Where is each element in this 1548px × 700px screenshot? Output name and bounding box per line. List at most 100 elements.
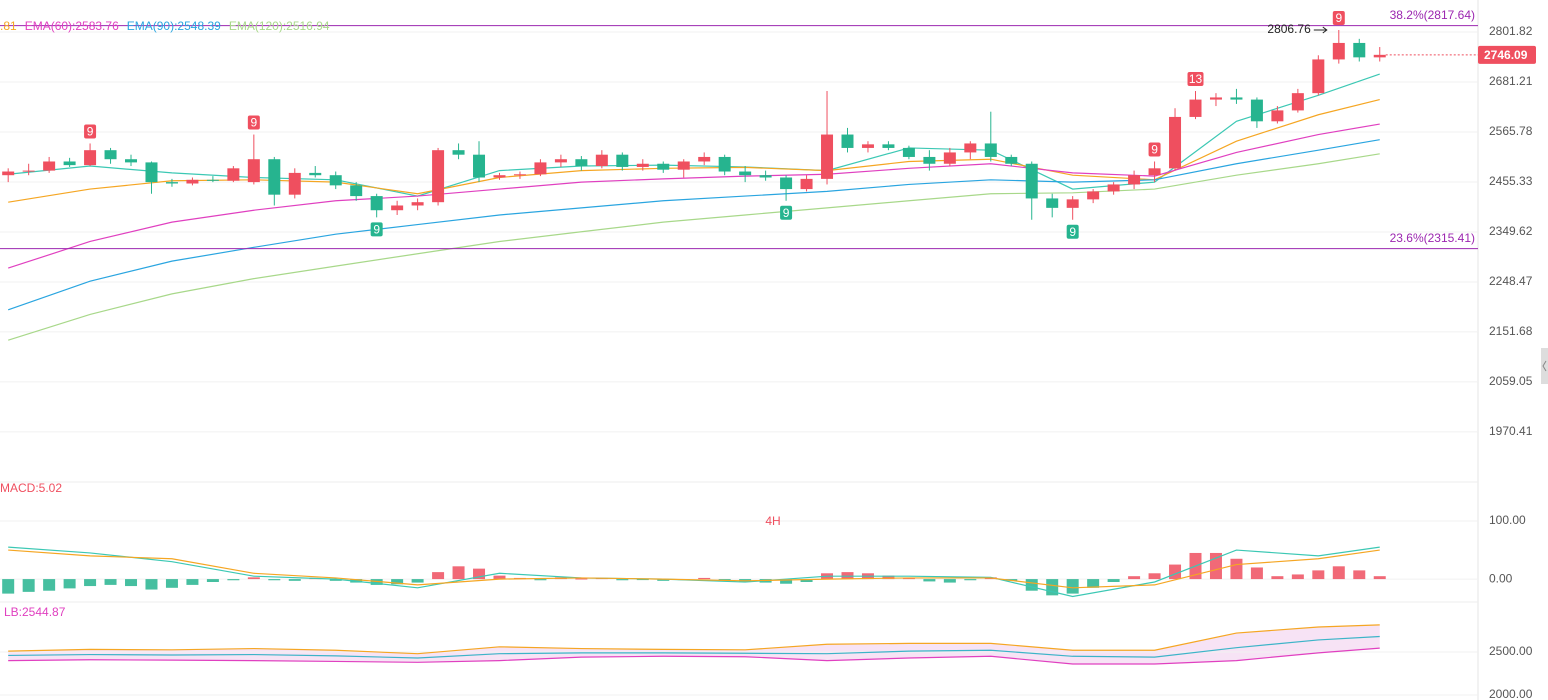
macd-bar [1148, 573, 1161, 580]
fib-label: 23.6%(2315.41) [1390, 231, 1475, 245]
candle-body [227, 168, 240, 181]
signal-badge [1148, 142, 1161, 157]
candle-body [677, 161, 690, 170]
macd-bar [1353, 570, 1366, 580]
macd-bar [493, 575, 506, 580]
candle-body [186, 179, 199, 184]
high-annotation: 2806.76 [1267, 22, 1311, 36]
signal-badge [1066, 224, 1079, 239]
candle-body [1046, 198, 1059, 208]
candle-body [104, 150, 117, 160]
candle-body [473, 154, 486, 178]
candle-body [780, 177, 793, 190]
macd-bar [2, 579, 15, 594]
candle-body [165, 182, 178, 184]
y-tick-label: 2565.78 [1489, 124, 1533, 138]
macd-bar [575, 578, 588, 580]
macd-bar [1087, 579, 1100, 588]
macd-bar [534, 579, 547, 581]
macd-bar [268, 579, 281, 581]
candle-body [698, 156, 711, 162]
y-tick-label: 100.00 [1489, 513, 1526, 527]
high-arrow [1313, 26, 1328, 34]
y-tick-label: 2801.82 [1489, 24, 1533, 38]
macd-bar [943, 579, 956, 583]
macd-bar [1373, 576, 1386, 580]
candle-body [493, 175, 506, 178]
y-tick-label: 1970.41 [1489, 424, 1533, 438]
indicator-line [8, 153, 1380, 341]
candle-body [268, 159, 281, 195]
candle-body [1128, 175, 1141, 185]
candle-body [125, 159, 138, 163]
signal-label: 9 [1069, 225, 1076, 239]
macd-bar [104, 579, 117, 585]
macd-bar [1025, 579, 1038, 591]
handle-arrow [1542, 360, 1547, 372]
candle-body [1169, 116, 1182, 169]
pane-label: LB:2544.87 [4, 605, 66, 619]
candle-body [513, 174, 526, 176]
macd-bar [22, 579, 35, 592]
macd-bar [432, 572, 445, 580]
signal-badge [1332, 11, 1345, 26]
candle-body [902, 147, 915, 157]
candle-body [288, 172, 301, 195]
macd-bar [964, 579, 977, 581]
candle-body [370, 196, 383, 211]
y-tick-label: 2500.00 [1489, 644, 1533, 658]
candle-body [329, 175, 342, 186]
signal-badge [1187, 72, 1204, 87]
candle-body [411, 202, 424, 206]
candle-body [1353, 42, 1366, 58]
indicator-line [8, 647, 1380, 665]
macd-bar [636, 579, 649, 581]
scroll-handle[interactable] [1541, 348, 1548, 384]
candle-body [206, 179, 219, 181]
signal-label: 9 [87, 125, 94, 139]
signal-label: 9 [1151, 143, 1158, 157]
legend-entry: EMA(60):2583.76 [25, 19, 119, 33]
candle-body [1291, 93, 1304, 111]
macd-bar [718, 579, 731, 581]
legend-entry: EMA(90):2548.39 [127, 19, 221, 33]
macd-bar [1271, 576, 1284, 580]
y-tick-label: 2248.47 [1489, 274, 1533, 288]
candle-body [534, 162, 547, 175]
candle-body [882, 144, 895, 148]
candle-body [739, 171, 752, 176]
signal-badge [780, 205, 793, 220]
y-tick-label: 0.00 [1489, 571, 1513, 585]
signal-label: 13 [1189, 72, 1203, 86]
candle-body [923, 156, 936, 164]
macd-bar [800, 579, 813, 582]
candle-body [636, 163, 649, 167]
current-price-label: 2746.09 [1484, 48, 1528, 62]
macd-bar [1291, 574, 1304, 580]
candle-body [309, 172, 322, 176]
macd-bar [882, 575, 895, 580]
macd-bar [780, 579, 793, 584]
macd-bar [84, 579, 97, 587]
macd-bar [247, 577, 260, 580]
indicator-line [8, 549, 1380, 589]
macd-bar [1332, 566, 1345, 580]
macd-bar [227, 579, 240, 581]
candle-body [800, 178, 813, 190]
fib-label: 38.2%(2817.64) [1390, 8, 1475, 22]
candle-body [84, 150, 97, 166]
candle-body [554, 159, 567, 163]
signal-label: 9 [783, 206, 790, 220]
watermark: 4H [765, 514, 780, 528]
macd-bar [616, 579, 629, 581]
candle-body [1148, 168, 1161, 176]
candle-body [1107, 184, 1120, 192]
candle-body [984, 143, 997, 157]
candle-body [1230, 97, 1243, 100]
candle-body [1209, 97, 1222, 100]
candle-body [575, 159, 588, 167]
indicator-line [7, 139, 1380, 311]
signal-label: 9 [1335, 11, 1342, 25]
